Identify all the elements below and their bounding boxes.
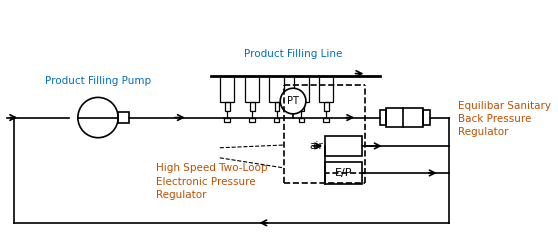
Bar: [423, 110, 430, 125]
Bar: [118, 112, 129, 123]
Bar: [275, 102, 280, 111]
Bar: [244, 76, 259, 102]
Text: Product Filling Line: Product Filling Line: [244, 49, 342, 59]
Text: Product Filling Pump: Product Filling Pump: [45, 76, 151, 86]
Bar: [299, 118, 304, 122]
Text: Equilibar Sanitary
Back Pressure
Regulator: Equilibar Sanitary Back Pressure Regulat…: [458, 101, 551, 138]
Bar: [380, 110, 387, 125]
Text: PT: PT: [287, 96, 299, 106]
Bar: [225, 102, 230, 111]
Bar: [324, 102, 329, 111]
Bar: [224, 118, 230, 122]
Bar: [220, 76, 234, 102]
Bar: [325, 162, 362, 185]
Bar: [319, 76, 333, 102]
Bar: [274, 118, 280, 122]
Text: air: air: [310, 141, 323, 151]
Bar: [250, 102, 254, 111]
Bar: [294, 76, 309, 102]
Bar: [325, 136, 362, 156]
Text: High Speed Two-Loop
Electronic Pressure
Regulator: High Speed Two-Loop Electronic Pressure …: [156, 163, 267, 200]
Text: E/P: E/P: [335, 168, 352, 178]
Circle shape: [280, 88, 306, 114]
Bar: [323, 118, 329, 122]
Bar: [270, 76, 284, 102]
Bar: [387, 108, 423, 127]
Bar: [300, 102, 304, 111]
Bar: [249, 118, 254, 122]
